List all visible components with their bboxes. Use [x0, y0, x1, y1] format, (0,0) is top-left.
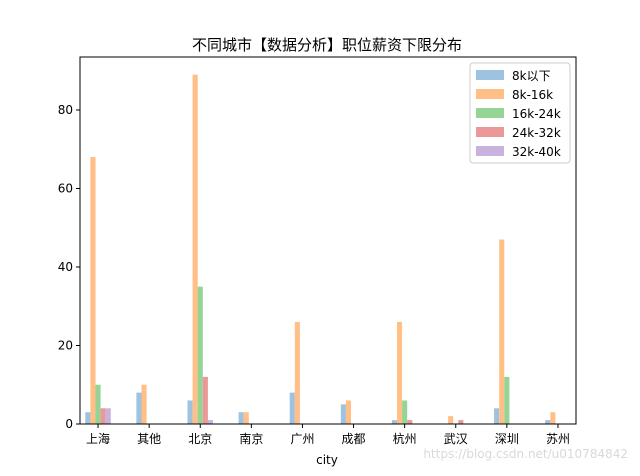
- bar: [550, 412, 556, 424]
- legend-swatch: [476, 89, 504, 99]
- bar: [136, 392, 142, 424]
- x-tick-label: 上海: [86, 431, 110, 446]
- bar: [238, 412, 244, 424]
- x-tick-label: 成都: [342, 432, 366, 446]
- watermark: https://blog.csdn.net/u010784842: [423, 447, 628, 461]
- bar: [141, 384, 147, 424]
- x-tick-label: 苏州: [546, 432, 570, 446]
- bar: [458, 420, 464, 424]
- y-tick-label: 60: [58, 181, 73, 195]
- bar: [95, 384, 101, 424]
- y-tick-label: 0: [65, 417, 73, 431]
- plot-frame: [79, 56, 577, 425]
- legend-swatch: [476, 108, 504, 118]
- legend-swatch: [476, 146, 504, 156]
- bar: [289, 392, 295, 424]
- x-tick-label: 武汉: [444, 432, 468, 446]
- bar: [100, 408, 106, 424]
- bar: [90, 157, 96, 424]
- bar: [340, 404, 346, 424]
- legend-label: 8k-16k: [512, 88, 553, 102]
- bar: [243, 412, 249, 424]
- bar: [545, 420, 551, 424]
- bar: [397, 321, 403, 424]
- legend-label: 24k-32k: [512, 126, 561, 140]
- legend-label: 8k以下: [512, 69, 551, 83]
- x-tick-label: 北京: [188, 432, 212, 446]
- x-tick-label: 杭州: [393, 431, 417, 446]
- x-axis: 上海 其他 北京 南京 广州 成都 杭州 武汉 深圳 苏州: [86, 424, 570, 446]
- x-tick-label: 其他: [137, 432, 161, 446]
- bar: [391, 420, 397, 424]
- y-tick-label: 40: [58, 260, 73, 274]
- chart-title: 不同城市【数据分析】职位薪资下限分布: [192, 36, 462, 54]
- x-axis-label: city: [316, 453, 338, 467]
- y-tick-label: 20: [58, 338, 73, 352]
- x-tick-label: 广州: [290, 432, 314, 446]
- bar: [345, 400, 351, 424]
- bar: [105, 408, 111, 424]
- bar: [294, 321, 300, 424]
- x-tick-label: 南京: [239, 431, 263, 446]
- x-tick-label: 深圳: [495, 432, 519, 446]
- legend-swatch: [476, 70, 504, 80]
- bar: [407, 420, 413, 424]
- y-tick-label: 80: [58, 103, 73, 117]
- bar: [448, 416, 454, 424]
- legend-frame: [469, 62, 571, 164]
- y-axis: 0 20 40 60 80: [58, 103, 80, 431]
- bar: [197, 286, 203, 424]
- bar: [494, 408, 500, 424]
- bar: [192, 74, 198, 425]
- bar: [402, 400, 408, 424]
- bar: [504, 376, 510, 424]
- bar: [187, 400, 193, 424]
- bar: [85, 412, 91, 424]
- legend-swatch: [476, 127, 504, 137]
- legend-label: 32k-40k: [512, 145, 561, 159]
- legend: 8k以下 8k-16k 16k-24k 24k-32k 32k-40k: [469, 62, 571, 164]
- bar: [499, 239, 505, 424]
- bar: [202, 376, 208, 424]
- legend-label: 16k-24k: [512, 107, 561, 121]
- bar: [207, 420, 213, 424]
- plot-area: [85, 74, 556, 425]
